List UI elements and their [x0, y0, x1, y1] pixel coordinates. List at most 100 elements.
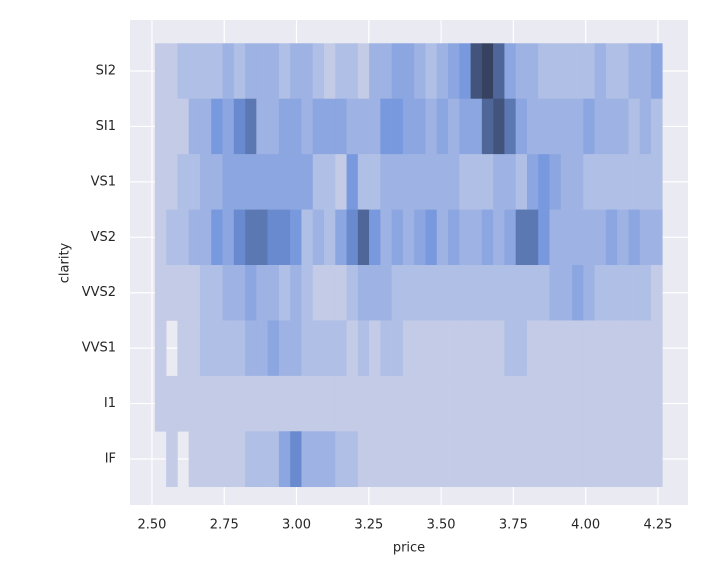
cell — [278, 154, 291, 210]
cell — [425, 375, 438, 432]
cell — [425, 431, 438, 488]
cell — [414, 431, 426, 488]
cell — [459, 98, 471, 155]
cell — [425, 98, 438, 155]
cell — [267, 265, 280, 321]
cell — [459, 375, 471, 432]
cell — [605, 320, 618, 377]
cell — [177, 43, 189, 100]
cell — [617, 320, 629, 377]
cell — [380, 320, 392, 377]
cell — [436, 375, 449, 432]
cell — [323, 209, 336, 266]
cell — [233, 43, 246, 100]
cell — [504, 43, 516, 100]
cell — [617, 209, 629, 266]
cell — [222, 154, 235, 210]
cell — [211, 431, 223, 488]
cell — [278, 98, 291, 155]
cell — [301, 320, 314, 377]
cell — [233, 209, 246, 266]
cell — [605, 43, 618, 100]
cell — [549, 431, 562, 488]
cell — [278, 43, 291, 100]
cell — [583, 98, 595, 155]
cell — [481, 320, 494, 377]
cell — [335, 43, 347, 100]
cell — [493, 375, 505, 432]
cell — [245, 98, 257, 155]
cell — [628, 209, 641, 266]
cell — [605, 265, 618, 321]
cell — [515, 431, 528, 488]
cell — [222, 43, 235, 100]
cell — [177, 98, 189, 155]
cell — [628, 154, 641, 210]
cell — [493, 98, 505, 155]
cell — [177, 209, 189, 266]
cell — [650, 154, 663, 210]
cell — [481, 43, 494, 100]
cell — [188, 98, 201, 155]
cell — [188, 209, 201, 266]
cell — [199, 375, 212, 432]
cell — [436, 154, 449, 210]
cell — [560, 43, 573, 100]
cell — [583, 320, 595, 377]
cell — [346, 431, 359, 488]
cell — [650, 209, 663, 266]
cell — [572, 209, 584, 266]
cell — [515, 320, 528, 377]
cell — [425, 265, 438, 321]
cell — [357, 265, 370, 321]
cell — [493, 209, 505, 266]
cell — [188, 320, 201, 377]
cell — [166, 265, 178, 321]
cell — [323, 98, 336, 155]
cell — [583, 43, 595, 100]
cell — [233, 431, 246, 488]
cell — [448, 431, 460, 488]
cell — [538, 154, 550, 210]
cell — [481, 375, 494, 432]
cell — [369, 209, 381, 266]
cell — [414, 375, 426, 432]
cell — [278, 209, 291, 266]
cell — [436, 431, 449, 488]
cell — [222, 265, 235, 321]
cell — [459, 209, 471, 266]
cell — [402, 375, 415, 432]
cell — [391, 265, 404, 321]
cell — [256, 431, 268, 488]
cell — [357, 43, 370, 100]
cell — [481, 154, 494, 210]
cell — [188, 154, 201, 210]
cell — [380, 265, 392, 321]
cell — [526, 98, 539, 155]
cell — [199, 209, 212, 266]
cell — [650, 431, 663, 488]
cell — [459, 43, 471, 100]
cell — [312, 320, 325, 377]
cell — [211, 375, 223, 432]
cell — [504, 431, 516, 488]
cell — [504, 320, 516, 377]
cell — [346, 98, 359, 155]
cell — [278, 431, 291, 488]
cell — [380, 375, 392, 432]
cell — [312, 154, 325, 210]
cell — [515, 98, 528, 155]
cell — [301, 375, 314, 432]
cell — [617, 154, 629, 210]
cell — [346, 320, 359, 377]
cell — [402, 209, 415, 266]
cell — [369, 43, 381, 100]
cell — [267, 43, 280, 100]
cell — [233, 98, 246, 155]
cell — [639, 154, 652, 210]
cell — [154, 43, 167, 100]
cell — [594, 375, 607, 432]
cell — [256, 43, 268, 100]
cell — [538, 431, 550, 488]
cell — [470, 375, 483, 432]
